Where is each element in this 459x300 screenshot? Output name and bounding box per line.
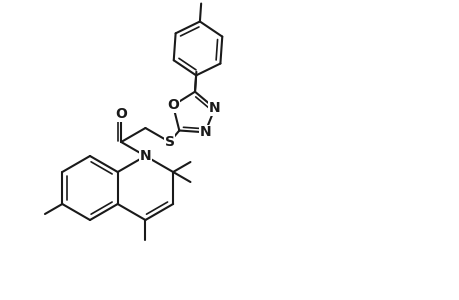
Text: O: O xyxy=(167,98,179,112)
Text: N: N xyxy=(199,125,211,139)
Text: N: N xyxy=(140,149,151,163)
Text: S: S xyxy=(164,135,174,149)
Text: N: N xyxy=(208,101,220,115)
Text: O: O xyxy=(115,107,127,121)
